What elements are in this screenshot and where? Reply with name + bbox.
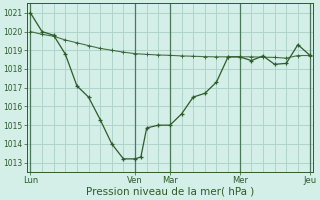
X-axis label: Pression niveau de la mer( hPa ): Pression niveau de la mer( hPa )	[86, 187, 254, 197]
